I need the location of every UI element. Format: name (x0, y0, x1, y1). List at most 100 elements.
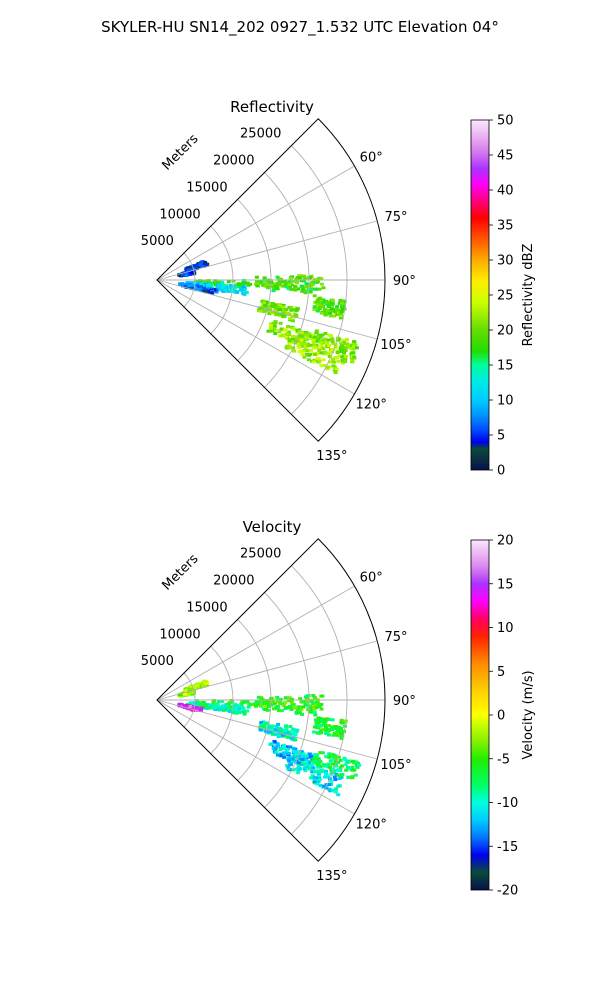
echo-pixel (241, 281, 246, 285)
echo-pixel (198, 287, 203, 291)
echo-pixel (268, 307, 273, 310)
echo-pixel (287, 696, 292, 700)
echo-pixel (334, 787, 339, 791)
echo-pixel (315, 731, 320, 735)
echo-pixel (281, 315, 286, 319)
echo-pixel (321, 358, 326, 362)
echo-pixel (304, 338, 309, 342)
echo-pixel (318, 760, 323, 764)
echo-pixel (315, 725, 320, 729)
echo-pixel (352, 355, 357, 359)
echo-pixel (298, 276, 303, 280)
echo-pixel (293, 750, 298, 753)
echo-pixel (258, 309, 263, 313)
echo-pixel (304, 352, 309, 356)
echo-pixel (242, 699, 247, 703)
echo-pixel (296, 771, 301, 775)
echo-pixel (297, 757, 302, 761)
echo-pixel (274, 750, 279, 754)
echo-pixel (304, 765, 309, 769)
echo-pixel (300, 754, 305, 758)
echo-pixel (196, 288, 201, 292)
colorbar-scale (470, 119, 490, 471)
azimuth-tick-label: 90° (393, 694, 416, 709)
echo-pixel (271, 732, 275, 736)
echo-pixel (328, 350, 333, 354)
echo-pixel (287, 341, 292, 345)
echo-pixel (226, 289, 230, 293)
echo-pixel (294, 314, 299, 318)
echo-pixel (199, 706, 204, 710)
colorbar-tick-label: 5 (497, 665, 505, 680)
azimuth-tick-label: 75° (384, 630, 407, 645)
echo-pixel (323, 350, 328, 354)
echo-pixel (275, 742, 280, 746)
echo-pixel (302, 274, 306, 278)
echo-pixel (322, 722, 327, 726)
echo-pixel (273, 701, 278, 705)
echo-pixel (253, 704, 258, 708)
echo-cell (178, 282, 219, 295)
echo-pixel (295, 307, 300, 311)
echo-pixel (201, 279, 206, 283)
echo-pixel (316, 765, 321, 769)
echo-pixel (290, 697, 294, 701)
echo-pixel (357, 763, 361, 767)
echo-pixel (259, 721, 264, 725)
echo-pixel (309, 343, 314, 347)
colorbar-tick-label: -5 (497, 752, 510, 767)
echo-pixel (233, 702, 238, 706)
echo-pixel (277, 279, 282, 283)
echo-pixel (308, 764, 313, 768)
echo-pixel (312, 343, 317, 347)
azimuth-tick-label: 120° (356, 818, 387, 833)
echo-pixel (223, 705, 228, 709)
echo-pixel (259, 696, 264, 700)
echo-pixel (272, 308, 277, 312)
echo-pixel (309, 287, 314, 291)
range-tick-label: 10000 (159, 627, 200, 642)
echo-pixel (318, 770, 323, 774)
echo-pixel (189, 701, 194, 705)
echo-pixel (184, 271, 189, 275)
echo-pixel (327, 783, 332, 786)
echo-pixel (302, 355, 307, 359)
echo-pixel (287, 283, 292, 287)
echo-pixel (315, 279, 320, 283)
echo-pixel (326, 352, 331, 356)
echo-pixel (307, 752, 312, 756)
echo-pixel (189, 271, 194, 275)
echo-pixel (198, 263, 203, 267)
echo-pixel (306, 708, 311, 712)
echo-pixel (277, 726, 282, 730)
echo-pixel (331, 733, 336, 737)
colorbar-tick-label: 35 (497, 219, 514, 234)
echo-pixel (223, 288, 228, 292)
echo-pixel (189, 284, 194, 288)
azimuth-gridline (156, 279, 378, 340)
echo-pixel (283, 328, 288, 332)
echo-pixel (239, 288, 244, 292)
echo-pixel (343, 358, 348, 362)
echo-pixel (302, 331, 306, 335)
echo-pixel (343, 758, 348, 762)
echo-pixel (340, 301, 344, 305)
echo-pixel (312, 725, 317, 729)
echo-pixel (293, 706, 298, 710)
echo-cell (257, 299, 300, 323)
echo-pixel (244, 290, 249, 294)
echo-pixel (327, 344, 332, 347)
echo-pixel (331, 342, 336, 345)
echo-pixel (334, 764, 339, 768)
echo-pixel (296, 754, 301, 758)
echo-pixel (227, 701, 232, 705)
echo-pixel (242, 712, 247, 716)
echo-cell (284, 334, 348, 374)
echo-pixel (217, 708, 222, 712)
echo-pixel (189, 264, 194, 268)
echo-pixel (277, 303, 282, 306)
echo-pixel (308, 352, 312, 356)
colorbar-tick-label: 20 (497, 534, 514, 549)
echo-pixel (203, 282, 208, 286)
echo-pixel (203, 679, 208, 683)
